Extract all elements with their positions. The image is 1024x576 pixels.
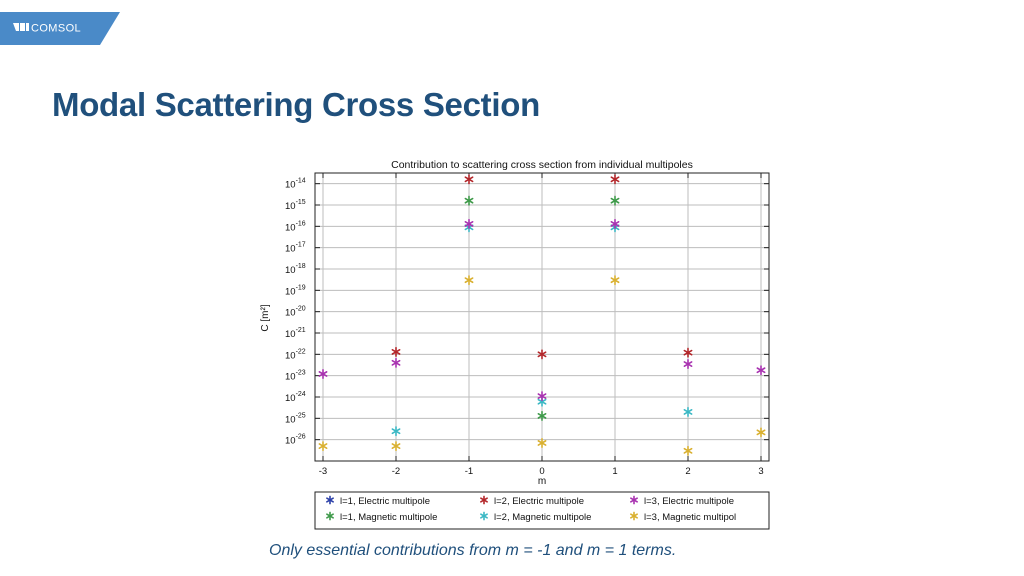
y-tick-base: 10 xyxy=(285,201,296,212)
x-tick-label: 3 xyxy=(758,466,763,477)
point-layer xyxy=(318,174,766,456)
y-tick-label: 10-25 xyxy=(285,412,306,425)
y-tick-label: 10-18 xyxy=(285,263,306,276)
y-tick-base: 10 xyxy=(285,286,296,297)
y-tick-label: 10-17 xyxy=(285,242,306,255)
y-tick-base: 10 xyxy=(285,436,296,447)
data-point xyxy=(756,427,766,438)
legend-label: l=2, Electric multipole xyxy=(494,496,584,507)
data-point xyxy=(464,218,474,229)
data-point xyxy=(464,174,474,185)
y-tick-base: 10 xyxy=(285,329,296,340)
y-tick-exponent: -19 xyxy=(296,284,306,291)
data-point xyxy=(683,406,693,417)
data-point xyxy=(683,347,693,358)
data-point xyxy=(610,275,620,286)
y-tick-exponent: -23 xyxy=(296,370,306,377)
y-tick-label: 10-24 xyxy=(285,391,306,404)
data-point xyxy=(683,445,693,456)
y-tick-exponent: -24 xyxy=(296,391,306,398)
page-title: Modal Scattering Cross Section xyxy=(52,86,540,123)
x-tick-label: -1 xyxy=(465,466,473,477)
chart-title: Contribution to scattering cross section… xyxy=(391,159,693,171)
y-tick-exponent: -21 xyxy=(296,327,306,334)
data-point xyxy=(464,275,474,286)
legend-marker xyxy=(326,495,334,505)
x-tick-label: -2 xyxy=(392,466,400,477)
legend-label: l=1, Magnetic multipole xyxy=(340,512,437,523)
chart-legend: l=1, Electric multipole l=1, Magnetic mul… xyxy=(314,491,770,530)
y-tick-label: 10-16 xyxy=(285,220,306,233)
y-tick-exponent: -20 xyxy=(296,306,306,313)
data-point xyxy=(610,218,620,229)
data-point xyxy=(318,368,328,379)
y-axis-label: C [m²] xyxy=(260,304,271,331)
data-point xyxy=(464,195,474,206)
y-tick-label: 10-22 xyxy=(285,348,306,361)
y-tick-base: 10 xyxy=(285,350,296,361)
x-axis-label: m xyxy=(538,476,546,487)
data-point xyxy=(610,195,620,206)
x-tick-label: -3 xyxy=(319,466,327,477)
y-tick-exponent: -25 xyxy=(296,412,306,419)
comsol-logo-tab: COMSOL xyxy=(0,12,120,45)
y-tick-label: 10-26 xyxy=(285,434,306,447)
y-tick-exponent: -22 xyxy=(296,348,306,355)
legend-label: l=3, Electric multipole xyxy=(644,496,734,507)
data-point xyxy=(391,346,401,357)
y-tick-exponent: -17 xyxy=(296,242,306,249)
y-tick-exponent: -15 xyxy=(296,199,306,206)
data-point xyxy=(318,441,328,452)
y-tick-label: 10-19 xyxy=(285,284,306,297)
slide-caption: Only essential contributions from m = -1… xyxy=(269,542,677,559)
y-tick-label: 10-20 xyxy=(285,306,306,319)
data-point xyxy=(683,359,693,370)
y-tick-base: 10 xyxy=(285,393,296,404)
y-tick-label: 10-23 xyxy=(285,370,306,383)
x-tick-label: 2 xyxy=(685,466,690,477)
data-point xyxy=(391,426,401,437)
data-point xyxy=(610,174,620,185)
x-tick-label: 0 xyxy=(539,466,544,477)
tick-layer: -3 -2 -1 0 1 2 310-1410-1510-1610-1710-1810-19… xyxy=(285,173,769,477)
data-point xyxy=(537,391,547,402)
data-point xyxy=(756,365,766,376)
data-point xyxy=(391,357,401,368)
legend-label: l=3, Magnetic multipol xyxy=(644,512,736,523)
legend-marker xyxy=(630,495,638,505)
data-point xyxy=(537,349,547,360)
legend-label: l=1, Electric multipole xyxy=(340,496,430,507)
y-tick-exponent: -18 xyxy=(296,263,306,270)
y-tick-exponent: -26 xyxy=(296,434,306,441)
data-point xyxy=(391,441,401,452)
legend-marker xyxy=(630,511,638,521)
y-tick-base: 10 xyxy=(285,180,296,191)
plot-frame xyxy=(314,172,770,462)
data-point xyxy=(537,437,547,448)
y-tick-label: 10-15 xyxy=(285,199,306,212)
y-tick-base: 10 xyxy=(285,372,296,383)
legend-marker xyxy=(480,495,488,505)
comsol-logo-icon xyxy=(13,23,29,31)
y-tick-label: 10-14 xyxy=(285,178,306,191)
y-tick-label: 10-21 xyxy=(285,327,306,340)
y-tick-base: 10 xyxy=(285,265,296,276)
legend-label: l=2, Magnetic multipole xyxy=(494,512,591,523)
y-tick-base: 10 xyxy=(285,222,296,233)
y-tick-base: 10 xyxy=(285,244,296,255)
legend-marker xyxy=(480,511,488,521)
x-tick-label: 1 xyxy=(612,466,617,477)
y-tick-base: 10 xyxy=(285,414,296,425)
legend-frame xyxy=(314,491,770,530)
y-tick-exponent: -16 xyxy=(296,220,306,227)
data-point xyxy=(537,410,547,421)
legend-marker xyxy=(326,511,334,521)
y-tick-base: 10 xyxy=(285,308,296,319)
comsol-logo-text: COMSOL xyxy=(31,23,81,35)
y-tick-exponent: -14 xyxy=(296,178,306,185)
